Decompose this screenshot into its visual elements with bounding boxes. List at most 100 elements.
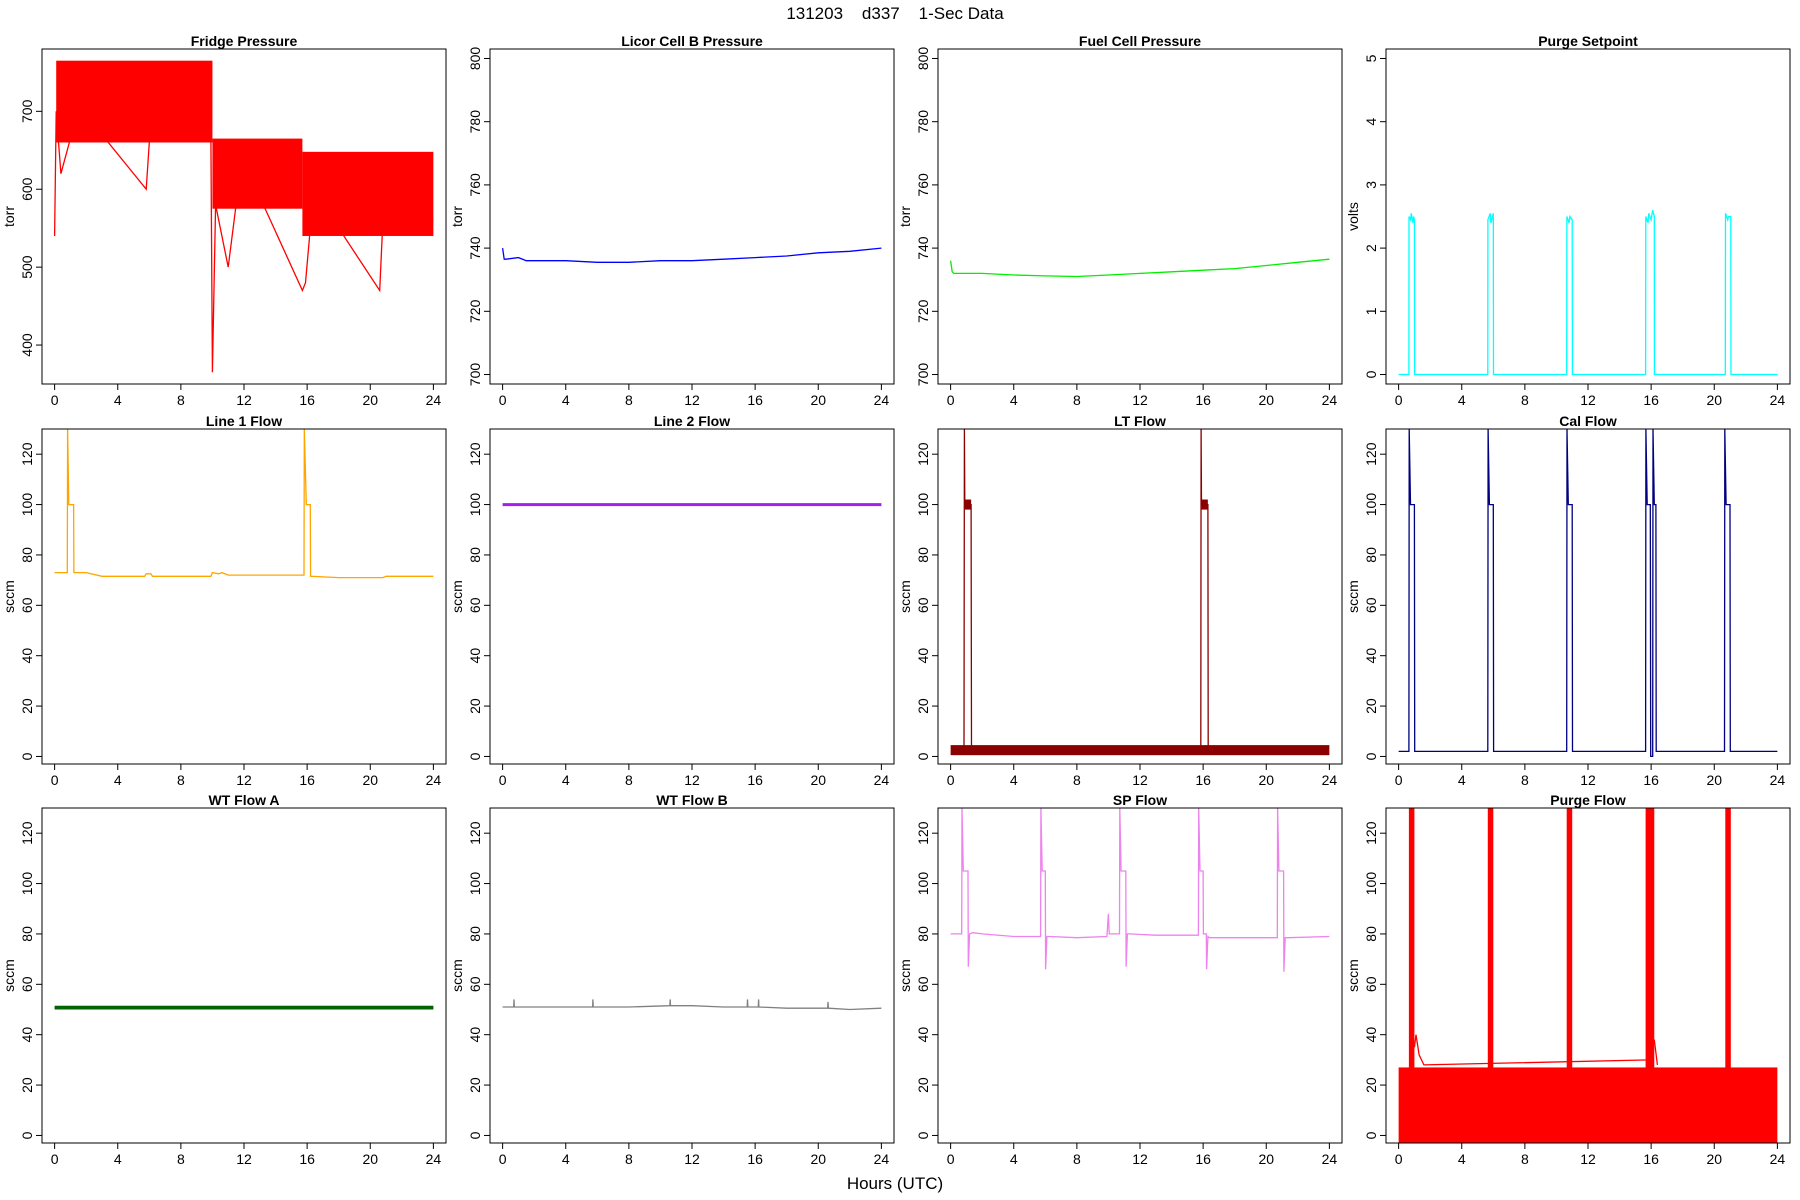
x-tick-label: 12 — [1132, 1151, 1148, 1167]
x-tick-label: 8 — [625, 1151, 633, 1167]
plot-frame — [1385, 428, 1791, 765]
plot-frame — [41, 807, 447, 1144]
series-line — [501, 247, 882, 263]
y-tick-label: 100 — [19, 493, 35, 517]
plot-frame — [937, 428, 1343, 765]
chart-panel: Fuel Cell Pressure torr 700 720 740 760 780 800… — [897, 33, 1343, 408]
y-tick-label: 20 — [467, 1077, 483, 1093]
y-tick-label: 60 — [19, 976, 35, 992]
series-line — [963, 429, 1209, 753]
y-axis-label: sccm — [1, 959, 17, 992]
y-tick-label: 40 — [467, 648, 483, 664]
x-tick-label: 4 — [1458, 392, 1466, 408]
y-tick-label: 80 — [19, 926, 35, 942]
series-line — [1413, 1034, 1659, 1066]
y-tick-label: 60 — [915, 597, 931, 613]
y-axis-label: sccm — [1345, 580, 1361, 613]
y-tick-label: 4 — [1363, 118, 1379, 126]
x-tick-label: 20 — [362, 772, 378, 788]
noise-band — [1398, 1067, 1778, 1143]
y-axis-label: sccm — [897, 580, 913, 613]
panel-title: LT Flow — [1114, 413, 1166, 429]
y-tick-label: 60 — [19, 597, 35, 613]
x-tick-label: 12 — [684, 772, 700, 788]
y-axis-label: volts — [1345, 202, 1361, 231]
y-tick-label: 40 — [915, 1027, 931, 1043]
y-tick-label: 700 — [915, 363, 931, 387]
x-tick-label: 20 — [1706, 392, 1722, 408]
x-tick-label: 4 — [1010, 772, 1018, 788]
x-tick-label: 16 — [299, 392, 315, 408]
series-line — [53, 111, 434, 373]
y-tick-label: 5 — [1363, 54, 1379, 62]
x-tick-label: 16 — [1643, 1151, 1659, 1167]
y-tick-label: 0 — [467, 1131, 483, 1139]
y-tick-label: 120 — [1363, 442, 1379, 466]
x-tick-label: 12 — [236, 772, 252, 788]
y-axis-label: sccm — [1, 580, 17, 613]
y-axis-label: torr — [897, 206, 913, 227]
series-line — [54, 429, 434, 579]
x-tick-label: 16 — [1195, 392, 1211, 408]
y-tick-label: 0 — [19, 1131, 35, 1139]
plot-area — [1398, 429, 1778, 758]
x-tick-label: 8 — [1073, 392, 1081, 408]
x-tick-label: 16 — [1643, 772, 1659, 788]
y-axis-label: sccm — [449, 959, 465, 992]
x-tick-label: 8 — [177, 392, 185, 408]
x-tick-label: 20 — [810, 1151, 826, 1167]
y-tick-label: 20 — [915, 698, 931, 714]
y-tick-label: 80 — [915, 547, 931, 563]
x-tick-label: 0 — [947, 392, 955, 408]
y-tick-label: 100 — [19, 872, 35, 896]
x-tick-label: 4 — [1458, 1151, 1466, 1167]
y-tick-label: 60 — [1363, 976, 1379, 992]
chart-panel: Licor Cell B Pressure torr 700 720 740 760 780… — [449, 33, 895, 408]
x-tick-label: 20 — [1706, 772, 1722, 788]
plot-area — [1398, 808, 1778, 1143]
y-tick-label: 0 — [1363, 370, 1379, 378]
y-tick-label: 120 — [19, 442, 35, 466]
x-tick-label: 24 — [1322, 772, 1338, 788]
y-tick-label: 100 — [1363, 872, 1379, 896]
x-tick-label: 12 — [1132, 392, 1148, 408]
y-axis-label: sccm — [449, 580, 465, 613]
x-tick-label: 20 — [362, 1151, 378, 1167]
x-tick-label: 24 — [874, 392, 890, 408]
x-tick-label: 24 — [1770, 772, 1786, 788]
x-tick-label: 20 — [810, 392, 826, 408]
panel-title: Purge Setpoint — [1538, 33, 1638, 49]
x-tick-label: 4 — [114, 392, 122, 408]
series-line — [1398, 429, 1778, 758]
x-tick-label: 0 — [947, 1151, 955, 1167]
y-tick-label: 60 — [467, 976, 483, 992]
x-tick-label: 4 — [562, 392, 570, 408]
x-tick-label: 20 — [1258, 772, 1274, 788]
x-tick-label: 0 — [499, 772, 507, 788]
series-line — [1398, 210, 1778, 376]
panel-title: SP Flow — [1113, 792, 1167, 808]
y-axis-label: sccm — [897, 959, 913, 992]
x-tick-label: 12 — [1580, 392, 1596, 408]
y-tick-label: 20 — [19, 1077, 35, 1093]
x-tick-label: 8 — [1521, 772, 1529, 788]
y-tick-label: 120 — [467, 821, 483, 845]
x-tick-label: 24 — [426, 772, 442, 788]
y-axis-label: torr — [1, 206, 17, 227]
panel-title: Fuel Cell Pressure — [1079, 33, 1201, 49]
y-tick-label: 700 — [19, 99, 35, 123]
y-axis-label: torr — [449, 206, 465, 227]
x-tick-label: 8 — [1073, 1151, 1081, 1167]
x-tick-label: 12 — [684, 392, 700, 408]
x-tick-label: 16 — [1643, 392, 1659, 408]
y-tick-label: 720 — [467, 299, 483, 323]
x-tick-label: 20 — [1258, 392, 1274, 408]
plot-frame — [937, 48, 1343, 385]
series-line — [502, 999, 882, 1011]
x-tick-label: 8 — [625, 392, 633, 408]
y-tick-label: 20 — [467, 698, 483, 714]
x-tick-label: 12 — [236, 1151, 252, 1167]
y-tick-label: 0 — [915, 1131, 931, 1139]
